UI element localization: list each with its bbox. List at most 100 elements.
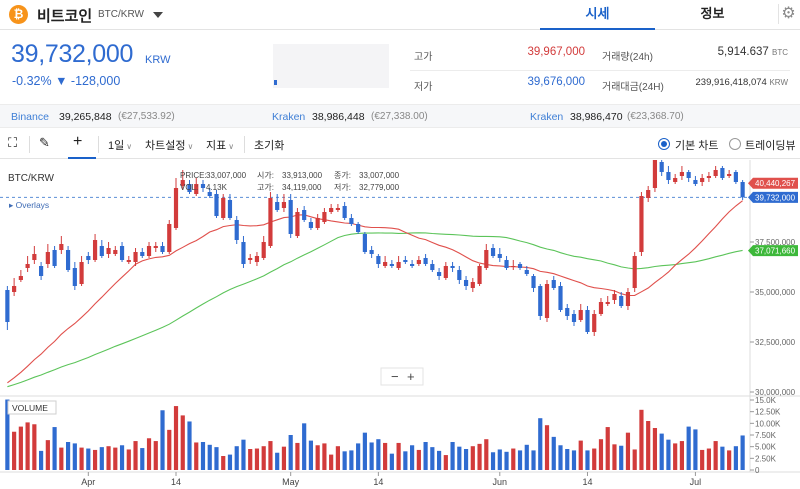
volume-bar bbox=[349, 450, 354, 470]
volume-value: 5,914.637 BTC bbox=[717, 46, 788, 58]
candle-body bbox=[517, 264, 523, 268]
volume-bar bbox=[200, 442, 206, 470]
indicators-button[interactable]: 지표 ∨ bbox=[206, 140, 235, 152]
zoom-out-button[interactable]: − bbox=[391, 369, 399, 384]
ma-short-tag: 40,440,267 bbox=[755, 179, 796, 188]
candle-body bbox=[140, 252, 145, 256]
candle-body bbox=[295, 212, 300, 236]
candle-body bbox=[25, 264, 30, 268]
gear-icon[interactable]: ⚙ bbox=[778, 4, 798, 24]
chart-settings-button[interactable]: 차트설정 ∨ bbox=[145, 140, 194, 152]
volume-bar bbox=[207, 444, 212, 470]
y-tick-label: 37,500,000 bbox=[755, 238, 796, 247]
radio-tradingview-label[interactable]: 트레이딩뷰 bbox=[745, 140, 796, 152]
candle-body bbox=[308, 222, 314, 228]
volume-label-box bbox=[7, 400, 57, 415]
x-tick-label: Jun bbox=[493, 477, 508, 487]
tab-market[interactable]: 시세 bbox=[540, 0, 655, 30]
volume-bar bbox=[585, 450, 590, 470]
candles bbox=[5, 160, 745, 336]
volume-bar bbox=[214, 447, 219, 470]
volume-bar bbox=[180, 415, 185, 470]
coin-name[interactable]: 비트코인 bbox=[37, 8, 93, 25]
candle-body bbox=[194, 184, 199, 194]
radio-basic-chart[interactable] bbox=[658, 138, 670, 150]
volume-bar bbox=[544, 425, 550, 470]
candle-body bbox=[463, 280, 469, 286]
zoom-in-button[interactable]: + bbox=[407, 369, 415, 384]
volume-bar bbox=[423, 442, 428, 470]
volume-bar bbox=[517, 450, 523, 470]
exchange-price: 39,265,848 bbox=[59, 111, 112, 123]
volume-bar bbox=[632, 449, 637, 470]
volume-bar bbox=[605, 427, 610, 470]
volume-bar bbox=[490, 452, 496, 470]
volume-bars bbox=[5, 399, 745, 470]
radio-basic-chart-label[interactable]: 기본 차트 bbox=[675, 140, 719, 152]
top-bar: ₿ 비트코인 BTC/KRW 시세 정보 ⚙ bbox=[0, 0, 800, 30]
candle-body bbox=[571, 314, 577, 322]
volume-bar bbox=[308, 440, 314, 470]
volume-bar bbox=[72, 443, 77, 470]
exchange-price: 38,986,470 bbox=[570, 111, 623, 123]
candle-body bbox=[477, 266, 482, 284]
candle-body bbox=[146, 246, 152, 256]
candle-body bbox=[713, 170, 718, 176]
volume-bar bbox=[194, 442, 199, 470]
crosshair-icon[interactable]: + bbox=[73, 133, 83, 150]
candle-body bbox=[490, 248, 496, 256]
pencil-icon[interactable]: ✎ bbox=[39, 135, 50, 150]
fullscreen-icon[interactable]: ⛶ bbox=[8, 135, 18, 150]
reset-button[interactable]: 초기화 bbox=[254, 140, 285, 152]
candle-body bbox=[275, 202, 280, 210]
volume-bar bbox=[484, 439, 489, 470]
chevron-down-icon[interactable] bbox=[153, 12, 163, 18]
volume-bar bbox=[497, 449, 502, 470]
candle-body bbox=[72, 268, 77, 286]
price-chart[interactable]: 30,000,000 32,500,000 35,000,000 37,500,000… bbox=[0, 160, 800, 489]
mini-chart-marker bbox=[274, 80, 277, 85]
exchange-name[interactable]: Kraken bbox=[530, 111, 564, 123]
candle-body bbox=[288, 200, 293, 234]
tab-info[interactable]: 정보 bbox=[700, 6, 725, 21]
volume-bar bbox=[598, 439, 604, 470]
volume-bar bbox=[443, 455, 448, 470]
period-select[interactable]: 1일 ∨ bbox=[108, 140, 133, 152]
volume-bar bbox=[65, 442, 71, 470]
candle-body bbox=[167, 224, 172, 252]
candle-body bbox=[733, 172, 738, 182]
toolbar-divider bbox=[29, 136, 30, 153]
exchange-name[interactable]: Kraken bbox=[272, 111, 306, 123]
volume-bar bbox=[59, 447, 64, 470]
ohlc-price: 33,007,000 bbox=[206, 171, 247, 180]
candle-body bbox=[349, 218, 354, 224]
exchange-name[interactable]: Binance bbox=[11, 111, 49, 123]
candle-body bbox=[470, 282, 475, 288]
candle-body bbox=[524, 270, 529, 274]
volume-bar bbox=[646, 421, 651, 470]
volume-bar bbox=[450, 442, 455, 470]
candle-body bbox=[356, 224, 361, 232]
volume-tick-label: 15.0K bbox=[755, 396, 777, 405]
candle-body bbox=[254, 256, 260, 262]
candle-body bbox=[538, 286, 543, 316]
volume-bar bbox=[619, 445, 624, 470]
candle-body bbox=[281, 202, 287, 208]
coin-pair[interactable]: BTC/KRW bbox=[98, 9, 144, 20]
volume-bar bbox=[693, 429, 698, 470]
candle-body bbox=[113, 250, 118, 254]
volume-bar bbox=[706, 448, 711, 470]
radio-tradingview[interactable] bbox=[729, 138, 741, 150]
volume-bar bbox=[659, 433, 664, 470]
moving-average-long bbox=[7, 232, 743, 388]
volume-bar bbox=[679, 441, 685, 470]
candle-body bbox=[227, 200, 233, 218]
candle-body bbox=[248, 258, 253, 260]
candle-body bbox=[706, 176, 711, 178]
candle-body bbox=[92, 240, 98, 260]
amount-value: 239,916,418,074 KRW bbox=[695, 77, 789, 88]
volume-bar bbox=[376, 439, 381, 470]
candle-body bbox=[160, 246, 165, 252]
y-tick-label: 32,500,000 bbox=[755, 338, 796, 347]
overlays-toggle[interactable]: ▸ Overlays bbox=[9, 200, 49, 210]
